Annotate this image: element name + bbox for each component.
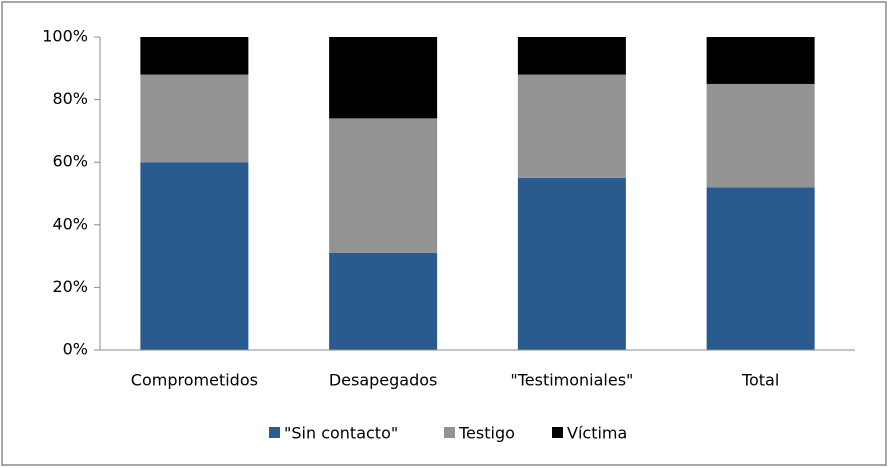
x-tick-label: Desapegados xyxy=(329,371,438,390)
x-tick-label: "Testimoniales" xyxy=(510,371,633,390)
legend-label: Testigo xyxy=(458,424,515,443)
y-tick-label: 40% xyxy=(52,214,88,233)
bar-segment xyxy=(517,37,626,75)
bar-segment xyxy=(140,162,249,350)
bar-segment xyxy=(329,118,438,253)
bar-segment xyxy=(706,37,815,84)
legend-swatch xyxy=(269,427,280,438)
legend-swatch xyxy=(552,427,563,438)
y-tick-label: 20% xyxy=(52,277,88,296)
x-tick-label: Comprometidos xyxy=(131,371,258,390)
bar-segment xyxy=(517,74,626,178)
y-tick-label: 80% xyxy=(52,89,88,108)
legend-swatch xyxy=(444,427,455,438)
y-tick-label: 100% xyxy=(42,27,88,46)
legend-label: Víctima xyxy=(567,424,627,443)
bar-segment xyxy=(140,74,249,163)
y-tick-label: 0% xyxy=(63,340,88,359)
bar-segment xyxy=(706,83,815,188)
bar-segment xyxy=(329,252,438,350)
bar-segment xyxy=(329,37,438,119)
x-tick-label: Total xyxy=(741,371,779,390)
bar-segment xyxy=(706,187,815,350)
bar-segment xyxy=(517,177,626,350)
y-tick-label: 60% xyxy=(52,152,88,171)
bar-segment xyxy=(140,37,249,75)
legend-label: "Sin contacto" xyxy=(284,424,398,443)
